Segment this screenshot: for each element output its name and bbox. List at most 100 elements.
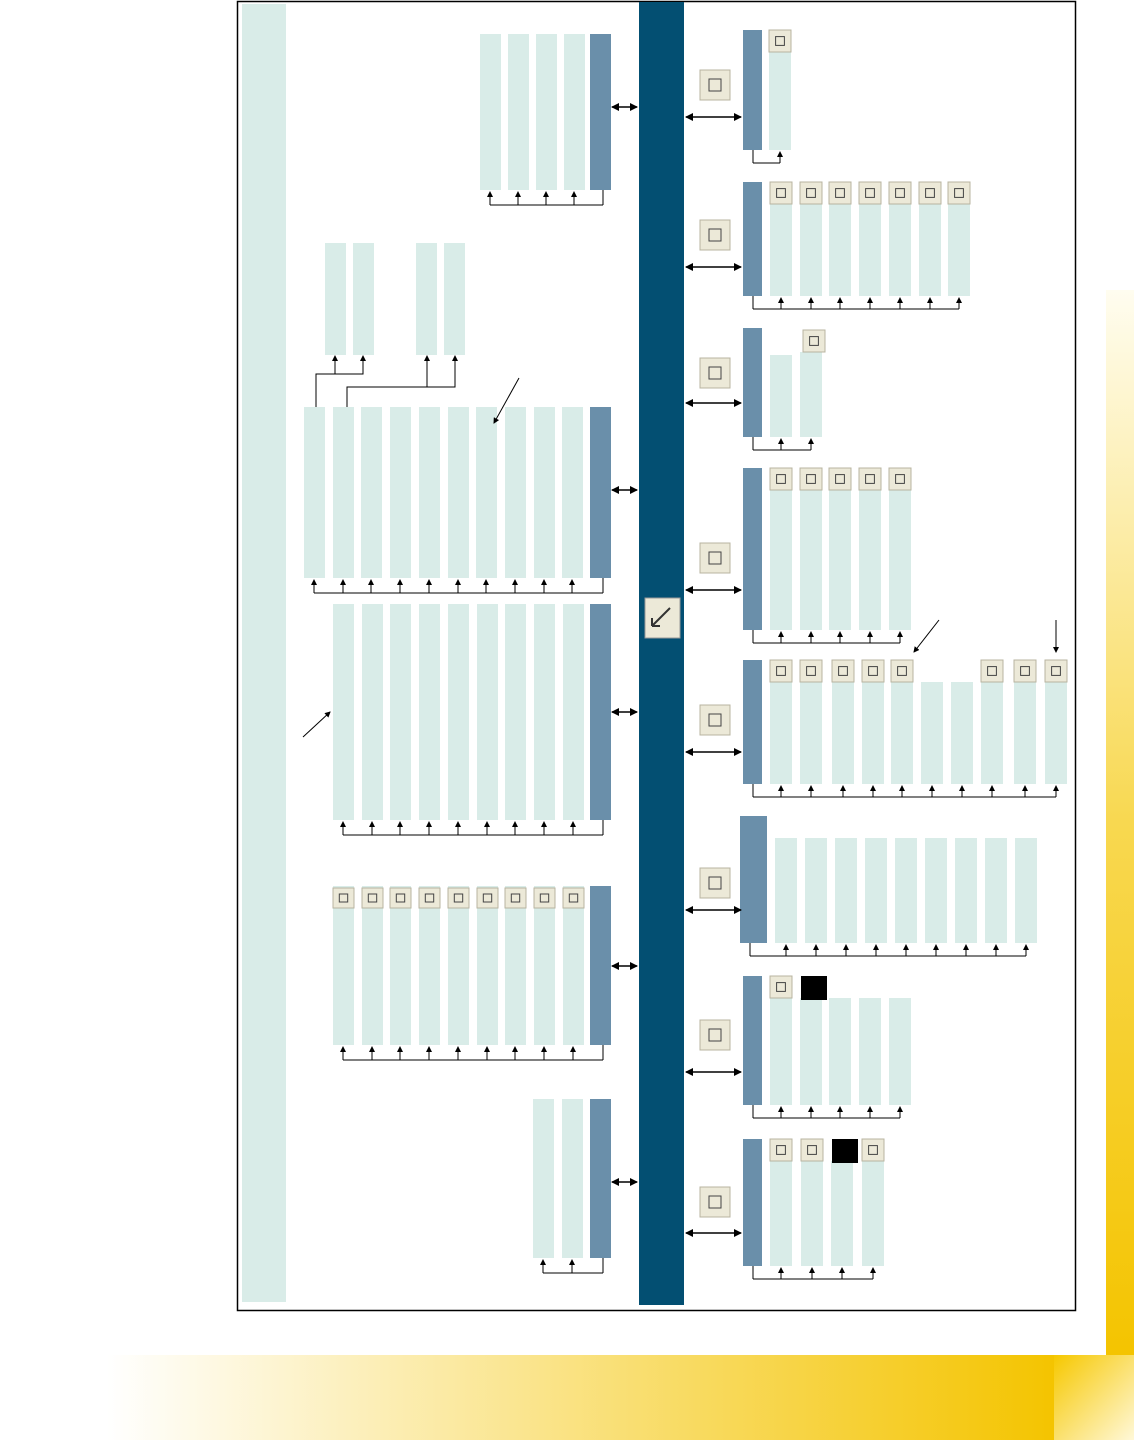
tool-icon bbox=[769, 659, 793, 683]
column bbox=[800, 998, 822, 1105]
corner-band bbox=[1054, 1355, 1134, 1440]
column-header bbox=[743, 30, 762, 150]
column bbox=[480, 34, 501, 190]
tool-icon bbox=[699, 219, 731, 251]
tool-icon-glyph bbox=[925, 188, 935, 198]
tool-icon bbox=[890, 659, 914, 683]
pointer bbox=[302, 711, 331, 738]
column bbox=[1015, 838, 1037, 943]
side-band bbox=[1106, 290, 1134, 1355]
tool-icon bbox=[861, 659, 885, 683]
tool-icon-glyph bbox=[895, 474, 905, 484]
column bbox=[362, 604, 383, 820]
dark-icon bbox=[832, 1139, 858, 1163]
dark-icon bbox=[801, 976, 827, 1000]
column bbox=[333, 407, 354, 578]
tool-icon bbox=[769, 181, 793, 205]
column bbox=[1014, 682, 1036, 784]
tool-icon bbox=[918, 181, 942, 205]
tool-icon-glyph bbox=[806, 666, 816, 676]
column bbox=[801, 1161, 823, 1266]
column bbox=[948, 204, 970, 296]
tool-icon-glyph bbox=[708, 228, 722, 242]
column bbox=[889, 204, 911, 296]
column bbox=[925, 838, 947, 943]
column bbox=[448, 407, 469, 578]
column bbox=[770, 682, 792, 784]
tool-icon-glyph bbox=[1020, 666, 1030, 676]
column bbox=[562, 407, 583, 578]
column bbox=[419, 886, 440, 1045]
tool-icon bbox=[828, 181, 852, 205]
column bbox=[390, 886, 411, 1045]
column bbox=[362, 886, 383, 1045]
tool-icon-glyph bbox=[1051, 666, 1061, 676]
column bbox=[955, 838, 977, 943]
central-icon-glyph bbox=[651, 607, 671, 627]
tool-icon-glyph bbox=[806, 474, 816, 484]
left-panel bbox=[242, 4, 286, 1302]
column bbox=[891, 682, 913, 784]
column bbox=[304, 407, 325, 578]
tool-icon-glyph bbox=[424, 893, 435, 903]
tool-icon bbox=[861, 1138, 885, 1162]
tool-icon bbox=[769, 467, 793, 491]
tool-icon bbox=[699, 69, 731, 101]
column bbox=[770, 998, 792, 1105]
column bbox=[895, 838, 917, 943]
tool-icon bbox=[831, 659, 855, 683]
column bbox=[769, 52, 791, 150]
tool-icon bbox=[799, 659, 823, 683]
tool-icon bbox=[699, 357, 731, 389]
tool-icon-glyph bbox=[708, 551, 722, 565]
column bbox=[865, 838, 887, 943]
tool-icon-glyph bbox=[510, 893, 521, 903]
tool-icon-glyph bbox=[776, 982, 786, 992]
column bbox=[536, 34, 557, 190]
tool-icon-glyph bbox=[708, 366, 722, 380]
column bbox=[390, 407, 411, 578]
tool-icon bbox=[888, 181, 912, 205]
column-header bbox=[743, 182, 762, 296]
column bbox=[829, 998, 851, 1105]
tool-icon bbox=[476, 887, 499, 909]
tool-icon-glyph bbox=[338, 893, 349, 903]
tool-icon bbox=[389, 887, 412, 909]
column bbox=[1045, 682, 1067, 784]
column bbox=[534, 604, 555, 820]
column bbox=[770, 355, 792, 437]
column bbox=[829, 490, 851, 630]
tool-icon-glyph bbox=[708, 876, 722, 890]
column bbox=[805, 838, 827, 943]
tool-icon-glyph bbox=[987, 666, 997, 676]
tool-icon-glyph bbox=[809, 336, 819, 346]
tool-icon-glyph bbox=[776, 474, 786, 484]
tool-icon bbox=[828, 467, 852, 491]
tool-icon-glyph bbox=[708, 78, 722, 92]
column bbox=[563, 886, 584, 1045]
column-header bbox=[743, 1139, 762, 1266]
column bbox=[859, 998, 881, 1105]
column bbox=[419, 604, 440, 820]
column bbox=[859, 490, 881, 630]
column bbox=[859, 204, 881, 296]
tool-icon bbox=[800, 1138, 824, 1162]
column bbox=[333, 886, 354, 1045]
tool-icon bbox=[418, 887, 441, 909]
column bbox=[563, 604, 584, 820]
column bbox=[862, 1161, 884, 1266]
tool-icon-glyph bbox=[708, 1028, 722, 1042]
column bbox=[921, 682, 943, 784]
groups bbox=[302, 29, 1068, 1280]
column bbox=[981, 682, 1003, 784]
column bbox=[564, 34, 585, 190]
central-icon bbox=[644, 597, 681, 639]
column bbox=[835, 838, 857, 943]
column bbox=[770, 204, 792, 296]
column-header bbox=[590, 34, 611, 190]
tool-icon-glyph bbox=[776, 1145, 786, 1155]
column bbox=[477, 886, 498, 1045]
tool-icon bbox=[447, 887, 470, 909]
column-header bbox=[743, 976, 762, 1105]
